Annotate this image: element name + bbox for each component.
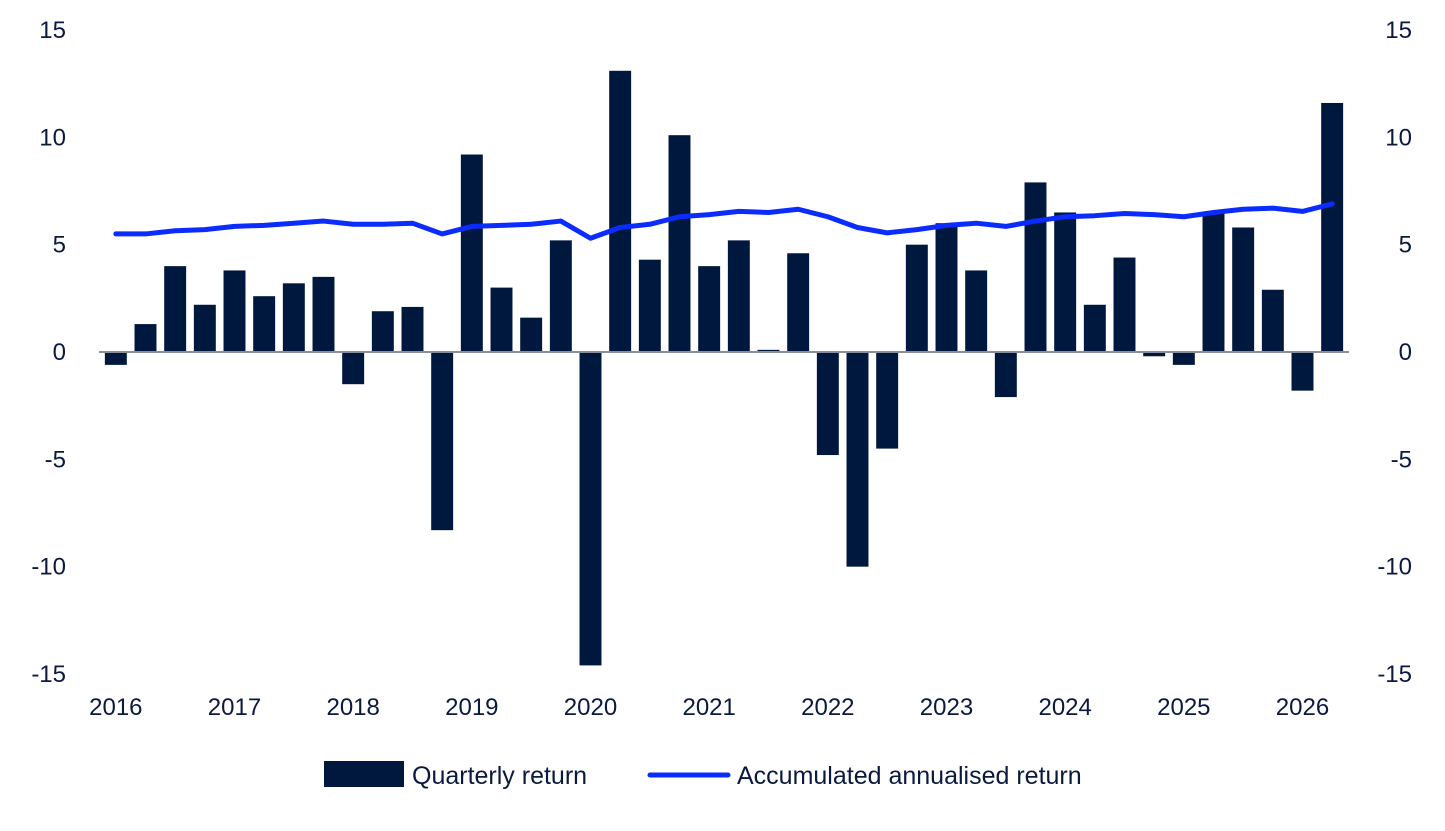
x-tick-label: 2024 [1038, 694, 1091, 721]
bar-quarterly-return [1113, 257, 1136, 352]
x-tick-label: 2023 [920, 694, 973, 721]
y-tick-label-right: -15 [1377, 661, 1412, 688]
bar-quarterly-return [282, 283, 305, 352]
bar-quarterly-return [816, 352, 839, 456]
bar-quarterly-return [253, 296, 276, 352]
bar-quarterly-return [104, 352, 127, 365]
y-tick-label-left: -5 [45, 446, 66, 473]
y-tick-label-left: 0 [53, 339, 66, 366]
bar-quarterly-return [1054, 212, 1077, 352]
y-tick-label-left: -10 [31, 554, 66, 581]
x-tick-label: 2021 [682, 694, 735, 721]
y-tick-label-right: 0 [1399, 339, 1412, 366]
bar-quarterly-return [905, 244, 928, 352]
bar-quarterly-return [460, 154, 483, 352]
y-tick-label-right: 10 [1385, 124, 1412, 151]
bar-quarterly-return [698, 266, 721, 352]
x-tick-label: 2025 [1157, 694, 1210, 721]
bar-quarterly-return [1143, 352, 1166, 357]
bar-quarterly-return [223, 270, 246, 352]
y-tick-label-right: -10 [1377, 554, 1412, 581]
bar-quarterly-return [638, 259, 661, 352]
x-tick-label: 2022 [801, 694, 854, 721]
bar-quarterly-return [668, 135, 691, 352]
line-series-accumulated-return [113, 201, 1335, 241]
legend: Quarterly return Accumulated annualised … [324, 761, 1082, 790]
y-tick-label-left: -15 [31, 661, 66, 688]
bar-quarterly-return [757, 349, 780, 352]
bar-quarterly-return [1291, 352, 1314, 391]
x-tick-label: 2019 [445, 694, 498, 721]
bar-quarterly-return [727, 240, 750, 352]
bar-quarterly-return [520, 317, 543, 352]
bar-quarterly-return [164, 266, 187, 352]
bar-quarterly-return [134, 324, 157, 352]
y-axis-right: 15 10 5 0 -5 -10 -15 [1377, 17, 1412, 688]
y-axis-left: 15 10 5 0 -5 -10 -15 [31, 17, 66, 688]
y-tick-label-right: -5 [1391, 446, 1412, 473]
bar-quarterly-return [312, 276, 335, 352]
y-tick-label-right: 5 [1399, 232, 1412, 259]
bar-series [104, 70, 1344, 666]
x-axis: 2016 2017 2018 2019 2020 2021 2022 2023 2024 2025… [89, 694, 1329, 721]
bar-quarterly-return [965, 270, 988, 352]
x-tick-label: 2020 [564, 694, 617, 721]
bar-quarterly-return [994, 352, 1017, 398]
bar-quarterly-return [876, 352, 899, 449]
bar-quarterly-return [1202, 212, 1225, 352]
bar-quarterly-return [193, 304, 216, 352]
legend-swatch-bar [324, 761, 404, 787]
legend-label-bar: Quarterly return [412, 762, 587, 790]
x-tick-label: 2017 [208, 694, 261, 721]
bar-quarterly-return [846, 352, 869, 567]
bar-quarterly-return [1261, 289, 1284, 352]
bar-quarterly-return [342, 352, 365, 385]
bar-quarterly-return [1172, 352, 1195, 365]
bar-quarterly-return [490, 287, 513, 352]
bar-quarterly-return [579, 352, 602, 666]
legend-label-line: Accumulated annualised return [737, 762, 1082, 790]
y-tick-label-left: 10 [39, 124, 66, 151]
bar-quarterly-return [609, 70, 632, 352]
x-tick-label: 2016 [89, 694, 142, 721]
bar-quarterly-return [935, 223, 958, 352]
x-tick-label: 2026 [1276, 694, 1329, 721]
y-tick-label-left: 15 [39, 17, 66, 44]
bar-quarterly-return [431, 352, 454, 531]
bar-quarterly-return [1321, 102, 1344, 353]
bar-quarterly-return [549, 240, 572, 352]
y-tick-label-right: 15 [1385, 17, 1412, 44]
bar-quarterly-return [1232, 227, 1255, 352]
x-tick-label: 2018 [326, 694, 379, 721]
bar-quarterly-return [1083, 304, 1106, 352]
bar-quarterly-return [1024, 182, 1047, 352]
bar-quarterly-return [787, 253, 810, 352]
bar-quarterly-return [401, 306, 424, 352]
y-tick-label-left: 5 [53, 232, 66, 259]
bar-quarterly-return [371, 311, 394, 352]
